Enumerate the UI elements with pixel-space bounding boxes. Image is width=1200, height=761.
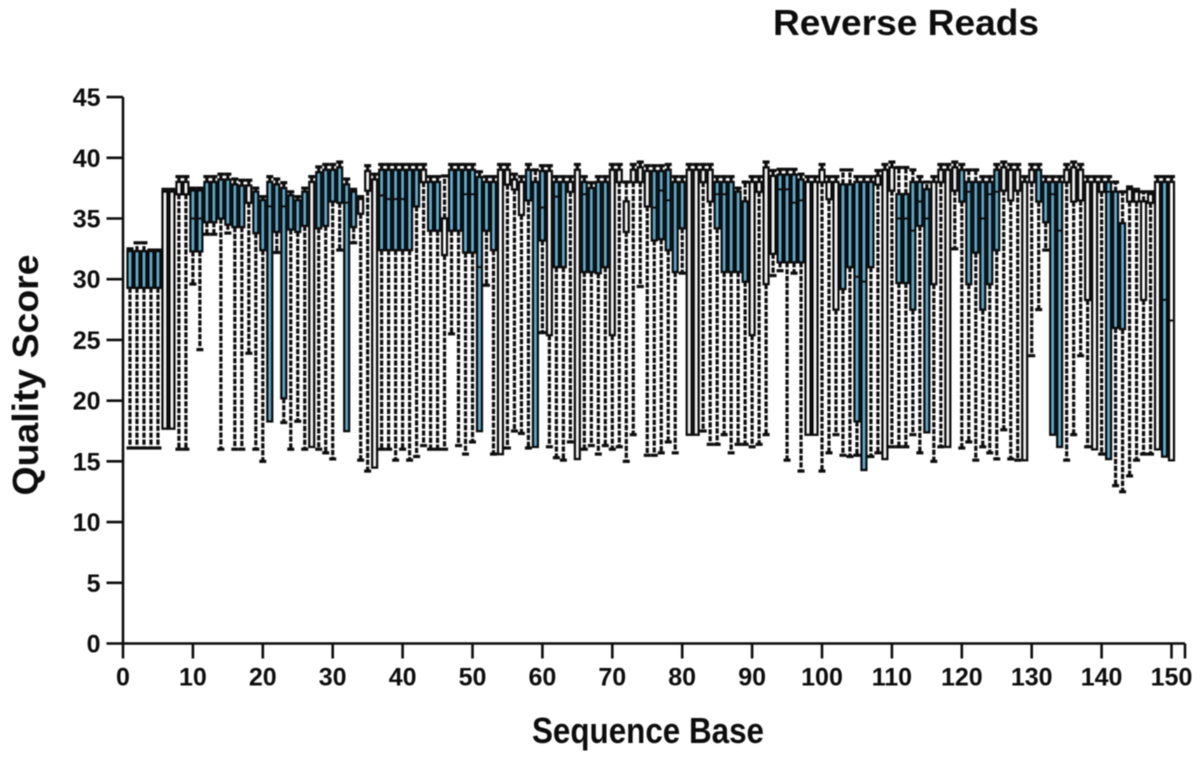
svg-text:50: 50 bbox=[459, 664, 487, 692]
svg-text:5: 5 bbox=[87, 570, 101, 598]
svg-text:40: 40 bbox=[73, 145, 101, 173]
svg-text:30: 30 bbox=[73, 266, 101, 294]
svg-text:Quality Score: Quality Score bbox=[5, 255, 46, 496]
svg-text:40: 40 bbox=[389, 664, 417, 692]
svg-text:45: 45 bbox=[73, 84, 101, 112]
svg-text:15: 15 bbox=[73, 448, 101, 476]
svg-text:20: 20 bbox=[73, 388, 101, 416]
svg-text:0: 0 bbox=[87, 631, 101, 659]
svg-text:Sequence Base: Sequence Base bbox=[532, 710, 764, 751]
svg-text:130: 130 bbox=[1011, 664, 1053, 692]
svg-text:35: 35 bbox=[73, 206, 101, 234]
svg-text:120: 120 bbox=[941, 664, 983, 692]
svg-text:100: 100 bbox=[801, 664, 843, 692]
svg-text:10: 10 bbox=[73, 509, 101, 537]
svg-text:30: 30 bbox=[319, 664, 347, 692]
svg-text:25: 25 bbox=[73, 327, 101, 355]
svg-text:70: 70 bbox=[598, 664, 626, 692]
svg-text:110: 110 bbox=[872, 664, 912, 692]
svg-text:0: 0 bbox=[116, 664, 130, 692]
svg-text:Reverse Reads: Reverse Reads bbox=[773, 2, 1039, 43]
svg-text:10: 10 bbox=[179, 664, 207, 692]
svg-text:90: 90 bbox=[738, 664, 766, 692]
svg-text:60: 60 bbox=[528, 664, 556, 692]
svg-text:150: 150 bbox=[1151, 664, 1193, 692]
svg-text:140: 140 bbox=[1081, 664, 1123, 692]
svg-text:20: 20 bbox=[249, 664, 277, 692]
svg-text:80: 80 bbox=[668, 664, 696, 692]
